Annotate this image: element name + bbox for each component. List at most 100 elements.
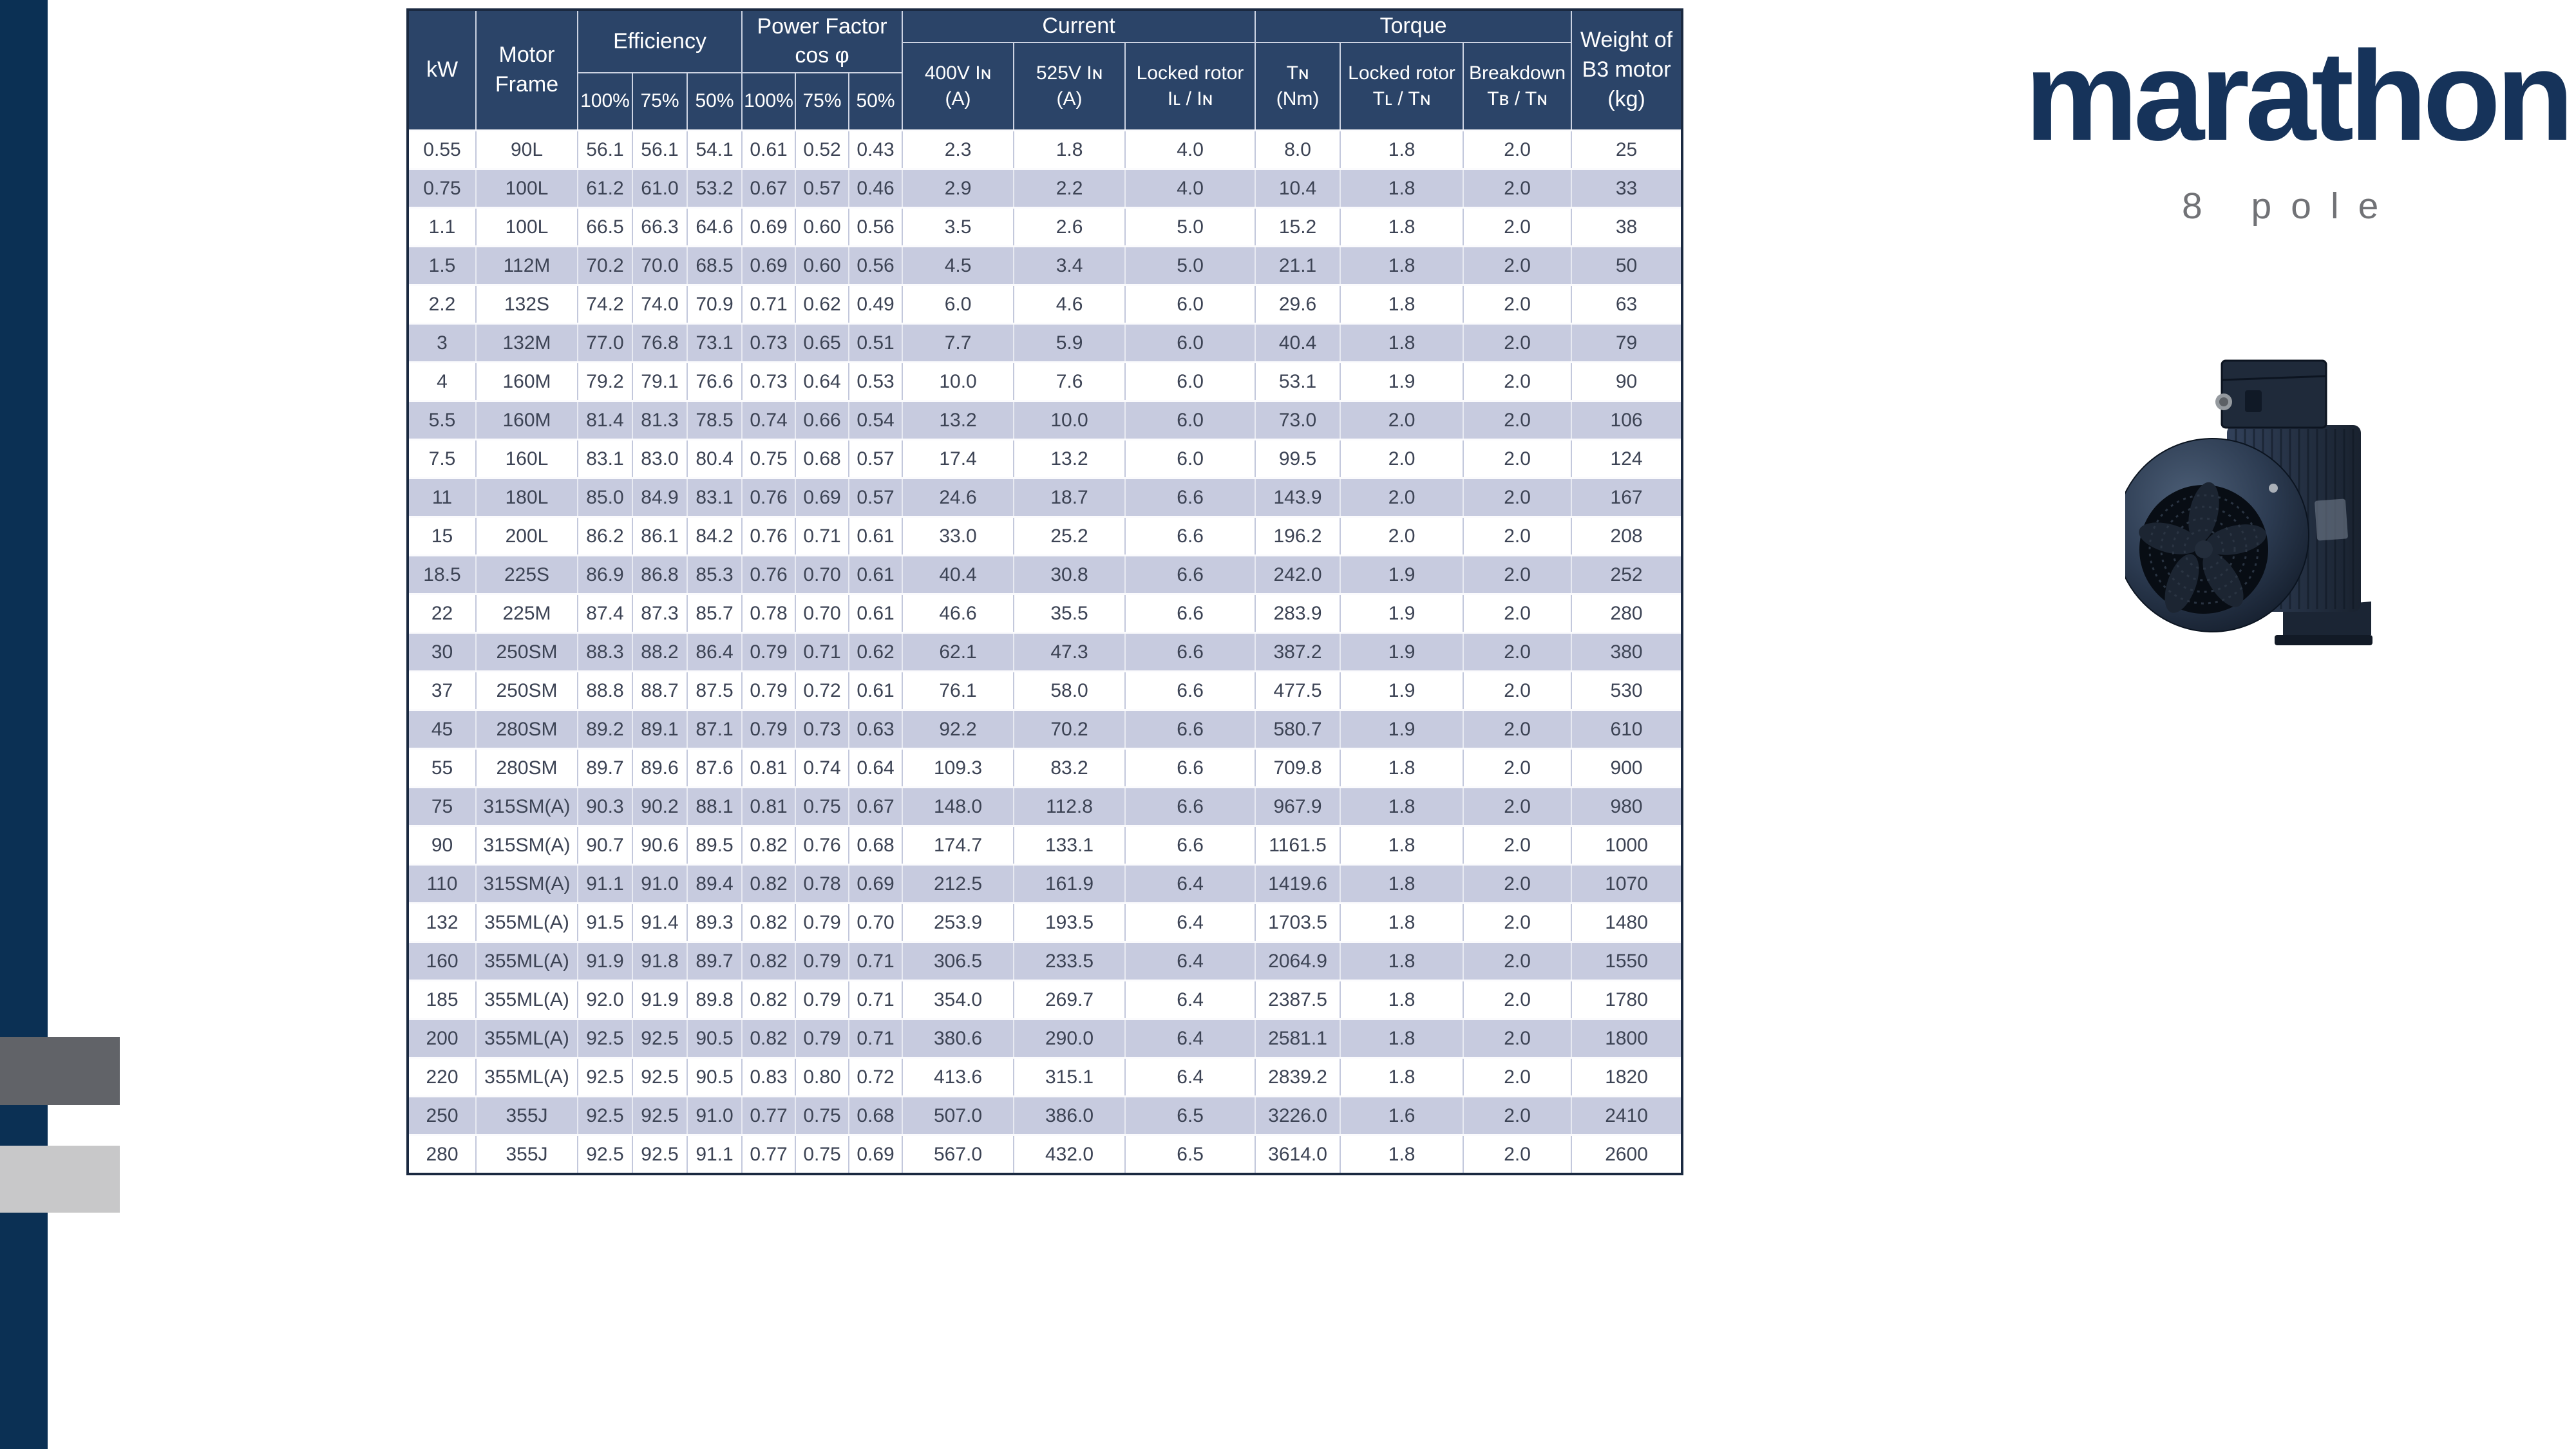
cell: 160 [407,941,477,981]
table-row: 75 315SM(A) 90.3 90.2 88.1 0.81 0.75 0.67 148.0 1… [407,786,1683,826]
cell: 0.66 [795,400,850,440]
brand-logo: marathon [2024,24,2574,167]
cell: 85.3 [686,554,743,594]
cell: 0.61 [848,670,904,710]
cell: 89.1 [632,709,688,749]
cell: 1800 [1571,1018,1683,1058]
table-row: 0.55 90L 56.1 56.1 54.1 0.61 0.52 0.43 2.3 1.8 4.0… [407,129,1683,169]
cell: 0.68 [848,1095,904,1135]
cell: 0.78 [795,864,850,904]
cell: 18.7 [1013,477,1126,517]
cell: 5.0 [1124,245,1256,285]
cell: 2.2 [1013,168,1126,208]
cell: 0.71 [795,516,850,556]
cell: 1.9 [1340,632,1464,672]
cell: 6.6 [1124,825,1256,865]
cell: 980 [1571,786,1683,826]
cell: 355ML(A) [475,1057,578,1097]
cell: 7.5 [407,439,477,478]
cell: 2581.1 [1255,1018,1341,1058]
cell: 580.7 [1255,709,1341,749]
cell: 2.0 [1463,1134,1573,1175]
cell: 13.2 [902,400,1015,440]
cell: 80.4 [686,439,743,478]
cell: 10.0 [1013,400,1126,440]
light-gray-tab [0,1146,120,1213]
cell: 89.7 [686,941,743,981]
cell: 83.1 [577,439,633,478]
cell: 0.72 [848,1057,904,1097]
cell: 200 [407,1018,477,1058]
cell: 2.0 [1463,632,1573,672]
table-row: 2.2 132S 74.2 74.0 70.9 0.71 0.62 0.49 6.0 4.6 6.0… [407,284,1683,324]
cell: 92.5 [577,1095,633,1135]
cell: 1.8 [1340,864,1464,904]
cell: 132S [475,284,578,324]
cell: 530 [1571,670,1683,710]
cell: 6.4 [1124,902,1256,942]
cell: 387.2 [1255,632,1341,672]
cell: 3.4 [1013,245,1126,285]
cell: 0.76 [741,554,797,594]
cell: 306.5 [902,941,1015,981]
cell: 432.0 [1013,1134,1126,1175]
cell: 1780 [1571,980,1683,1019]
cell: 0.79 [795,902,850,942]
cell: 185 [407,980,477,1019]
cell: 5.9 [1013,323,1126,363]
cell: 0.75 [407,168,477,208]
cell: 0.74 [795,748,850,788]
cell: 91.0 [632,864,688,904]
cell: 252 [1571,554,1683,594]
cell: 6.6 [1124,477,1256,517]
cell: 0.46 [848,168,904,208]
cell: 0.82 [741,980,797,1019]
cell: 90 [1571,361,1683,401]
cell: 6.4 [1124,864,1256,904]
cell: 1.8 [1013,129,1126,169]
cell: 91.9 [577,941,633,981]
cell: 132M [475,323,578,363]
table-row: 45 280SM 89.2 89.1 87.1 0.79 0.73 0.63 92.2 70.2 6… [407,709,1683,749]
table-row: 18.5 225S 86.9 86.8 85.3 0.76 0.70 0.61 40.4 30.8… [407,554,1683,594]
cell: 0.62 [795,284,850,324]
cell: 355ML(A) [475,902,578,942]
col-header-rated-torque: Tɴ (Nm) [1255,41,1341,131]
cell: 90.6 [632,825,688,865]
pole-count-label: 8 pole [2182,185,2398,227]
cell: 2.0 [1340,400,1464,440]
cell: 1703.5 [1255,902,1341,942]
cell: 6.6 [1124,786,1256,826]
cell: 2.0 [1463,516,1573,556]
cell: 4 [407,361,477,401]
table-row: 0.75 100L 61.2 61.0 53.2 0.67 0.57 0.46 2.9 2.2 4.… [407,168,1683,208]
cell: 315SM(A) [475,825,578,865]
cell: 70.2 [1013,709,1126,749]
cell: 0.68 [795,439,850,478]
cell: 160M [475,361,578,401]
cell: 0.61 [848,554,904,594]
cell: 0.83 [741,1057,797,1097]
cell: 89.6 [632,748,688,788]
table-row: 200 355ML(A) 92.5 92.5 90.5 0.82 0.79 0.71 380.6… [407,1018,1683,1058]
cell: 2.0 [1463,245,1573,285]
cell: 0.61 [741,129,797,169]
cell: 0.79 [795,980,850,1019]
cell: 6.0 [1124,323,1256,363]
cell: 413.6 [902,1057,1015,1097]
cell: 90.2 [632,786,688,826]
table-row: 37 250SM 88.8 88.7 87.5 0.79 0.72 0.61 76.1 58.0 6… [407,670,1683,710]
dark-gray-tab [0,1037,120,1105]
cell: 6.6 [1124,748,1256,788]
cell: 507.0 [902,1095,1015,1135]
group-header-current: Current [902,9,1256,43]
col-header-eff-100: 100% [577,71,633,131]
col-header-pf-50: 50% [848,71,904,131]
table-row: 15 200L 86.2 86.1 84.2 0.76 0.71 0.61 33.0 25.2 6.… [407,516,1683,556]
cell: 10.4 [1255,168,1341,208]
cell: 33.0 [902,516,1015,556]
cell: 0.81 [741,786,797,826]
col-header-pf-75: 75% [795,71,850,131]
cell: 88.8 [577,670,633,710]
